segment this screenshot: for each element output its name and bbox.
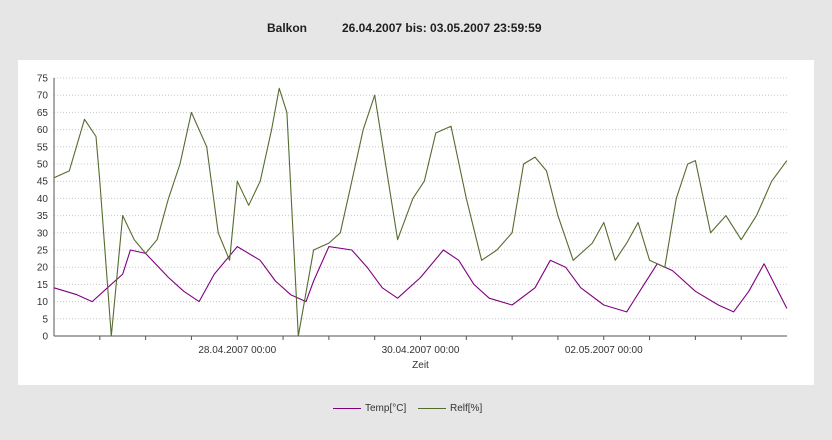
legend-swatch-temp bbox=[333, 408, 361, 409]
y-tick-label: 30 bbox=[37, 228, 49, 239]
legend: Temp[°C] Relf[%] bbox=[0, 403, 832, 419]
legend-item-temp: Temp[°C] bbox=[333, 403, 406, 414]
x-tick-label: 02.05.2007 00:00 bbox=[565, 345, 643, 356]
x-tick-label: 28.04.2007 00:00 bbox=[198, 345, 276, 356]
y-tick-label: 40 bbox=[37, 194, 49, 205]
chart-svg: 0 5 10 15 20 25 30 35 40 45 50 55 60 65 70 75 28.04.2007… bbox=[37, 74, 788, 371]
title-location: Balkon bbox=[267, 21, 308, 35]
y-tick-label: 50 bbox=[37, 160, 49, 171]
series-line-relf bbox=[53, 87, 788, 337]
y-tick-label: 45 bbox=[37, 177, 49, 188]
legend-swatch-relf bbox=[418, 408, 446, 409]
legend-item-relf: Relf[%] bbox=[418, 403, 482, 414]
y-tick-label: 5 bbox=[42, 314, 48, 325]
y-tick-label: 55 bbox=[37, 142, 49, 153]
plot-panel: 0 5 10 15 20 25 30 35 40 45 50 55 60 65 70 75 28.04.2007… bbox=[18, 60, 814, 385]
y-tick-label: 35 bbox=[37, 211, 49, 222]
y-tick-label: 25 bbox=[37, 246, 49, 257]
y-tick-label: 0 bbox=[42, 332, 48, 343]
chart-title: Balkon 26.04.2007 bis: 03.05.2007 23:59:… bbox=[0, 21, 832, 41]
x-axis-label: Zeit bbox=[412, 360, 429, 371]
y-tick-label: 60 bbox=[37, 125, 49, 136]
y-tick-label: 20 bbox=[37, 263, 49, 274]
y-tick-label: 75 bbox=[37, 74, 49, 85]
y-tick-label: 15 bbox=[37, 280, 49, 291]
series-line-temp bbox=[53, 246, 788, 313]
y-tick-label: 10 bbox=[37, 297, 49, 308]
y-tick-label: 65 bbox=[37, 108, 49, 119]
legend-label-temp: Temp[°C] bbox=[365, 403, 407, 414]
x-tick-label: 30.04.2007 00:00 bbox=[382, 345, 460, 356]
title-date-range: 26.04.2007 bis: 03.05.2007 23:59:59 bbox=[342, 21, 542, 35]
legend-label-relf: Relf[%] bbox=[450, 403, 483, 414]
y-tick-label: 70 bbox=[37, 91, 49, 102]
